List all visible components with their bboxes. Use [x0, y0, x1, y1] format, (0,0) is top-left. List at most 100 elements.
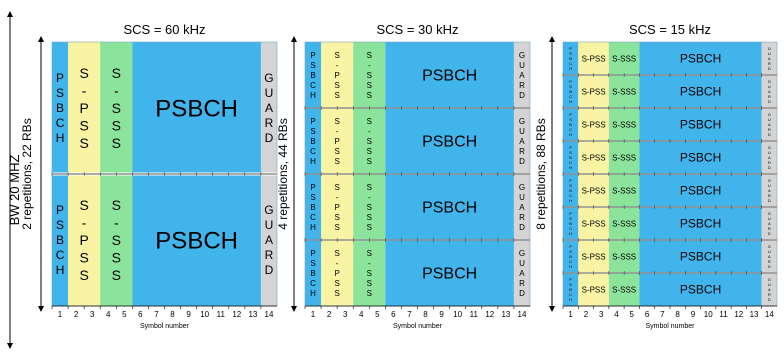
psbch-region — [132, 42, 261, 174]
guard-vertical-label-char: G — [768, 244, 771, 249]
guard-vertical-label-char: G — [264, 203, 273, 217]
psbch-region — [639, 240, 762, 273]
symbol-number-tick: 5 — [122, 310, 127, 319]
pss-label: S-PSS — [582, 121, 606, 130]
pss-label-char: - — [336, 61, 339, 70]
scs-title: SCS = 30 kHz — [376, 22, 458, 37]
psbch-vertical-label: PSBCH — [56, 203, 65, 277]
guard-vertical-label-char: R — [768, 61, 771, 66]
sss-label-char: S — [367, 81, 372, 90]
pss-region — [578, 273, 609, 306]
guard-vertical-label-char: G — [768, 145, 771, 150]
guard-vertical-label-char: G — [768, 277, 771, 282]
sss-label-char: S — [367, 203, 372, 212]
guard-vertical-label-char: A — [519, 71, 525, 80]
sss-label-char: S — [367, 91, 372, 100]
pss-label: S-PSS — [334, 117, 339, 166]
guard-column — [761, 240, 777, 273]
guard-vertical-label-char: A — [768, 155, 771, 160]
psbch-vertical-label-char: S — [569, 84, 572, 89]
sss-label-char: S — [112, 267, 121, 283]
sss-label: S-SSS — [367, 51, 372, 100]
pss-region — [578, 141, 609, 174]
sss-label-char: S — [112, 117, 121, 133]
guard-column — [761, 141, 777, 174]
psbch-vertical-label: PSBCH — [310, 51, 316, 100]
psbch-vertical-label-char: B — [569, 155, 572, 160]
psbch-vertical-label-char: P — [56, 203, 64, 217]
pss-label-char: S — [334, 289, 339, 298]
symbol-number-tick: 12 — [734, 310, 743, 319]
pss-label-char: P — [79, 232, 88, 248]
psbch-vertical-label-char: P — [569, 112, 572, 117]
psbch-vertical-label-char: P — [569, 46, 572, 51]
psbch-vertical-label-char: P — [310, 51, 315, 60]
guard-vertical-label-char: R — [768, 292, 771, 297]
sss-label-char: - — [114, 82, 119, 98]
guard-vertical-label-char: G — [519, 183, 525, 192]
psbch-label: PSBCH — [680, 250, 721, 264]
psbch-vertical-label-char: B — [310, 269, 315, 278]
guard-vertical-label-char: A — [265, 101, 273, 115]
sss-label-char: - — [368, 127, 371, 136]
sss-label-char: S — [367, 269, 372, 278]
pss-label-char: S — [334, 51, 339, 60]
psbch-vertical-label-char: B — [569, 221, 572, 226]
guard-column — [761, 207, 777, 240]
sss-label-char: S — [112, 249, 121, 265]
pss-label-char: S — [334, 183, 339, 192]
symbol-number-tick: 8 — [423, 310, 428, 319]
sss-region — [608, 273, 640, 306]
psbch-vertical-label-char: P — [569, 178, 572, 183]
psbch-vertical-label-char: C — [569, 193, 572, 198]
pss-label-char: S — [334, 147, 339, 156]
psbch-vertical-label-char: H — [569, 165, 572, 170]
psbch-vertical-label-char: P — [569, 79, 572, 84]
sss-region — [608, 240, 640, 273]
psbch-vertical-label-char: H — [310, 157, 316, 166]
sss-region — [608, 207, 640, 240]
guard-vertical-label-char: D — [768, 132, 771, 137]
psbch-region — [385, 240, 514, 306]
psbch-vertical-label-char: B — [569, 56, 572, 61]
guard-vertical-label-char: D — [768, 231, 771, 236]
symbol-number-tick: 4 — [106, 310, 111, 319]
pss-region — [578, 240, 609, 273]
sss-label-char: S — [367, 71, 372, 80]
pss-label-char: P — [334, 137, 339, 146]
pss-label: S-PSS — [582, 253, 606, 262]
psbch-vertical-label-char: S — [56, 86, 64, 100]
psbch-label: PSBCH — [680, 151, 721, 165]
sss-label-char: - — [114, 214, 119, 230]
sss-region — [608, 108, 640, 141]
symbol-number-tick: 10 — [200, 310, 209, 319]
sss-label-char: S — [367, 223, 372, 232]
psbch-vertical-label-char: P — [310, 249, 315, 258]
sss-label: S-SSS — [612, 286, 636, 295]
psbch-vertical-label-char: S — [310, 193, 315, 202]
guard-vertical-label-char: U — [519, 259, 525, 268]
psbch-vertical-label-char: H — [569, 231, 572, 236]
symbol-number-tick: 4 — [359, 310, 364, 319]
sss-label-char: S — [367, 147, 372, 156]
symbol-number-tick: 6 — [645, 310, 650, 319]
psbch-label: PSBCH — [422, 68, 477, 85]
psbch-vertical-label-char: H — [569, 297, 572, 302]
pss-label-char: - — [336, 259, 339, 268]
psbch-column — [305, 174, 322, 240]
guard-vertical-label-char: G — [519, 117, 525, 126]
symbol-number-tick: 14 — [765, 310, 774, 319]
symbol-number-tick: 3 — [599, 310, 604, 319]
psbch-column — [305, 42, 322, 108]
sss-region — [608, 75, 640, 108]
guard-vertical-label-char: A — [519, 203, 525, 212]
psbch-column — [563, 42, 579, 75]
